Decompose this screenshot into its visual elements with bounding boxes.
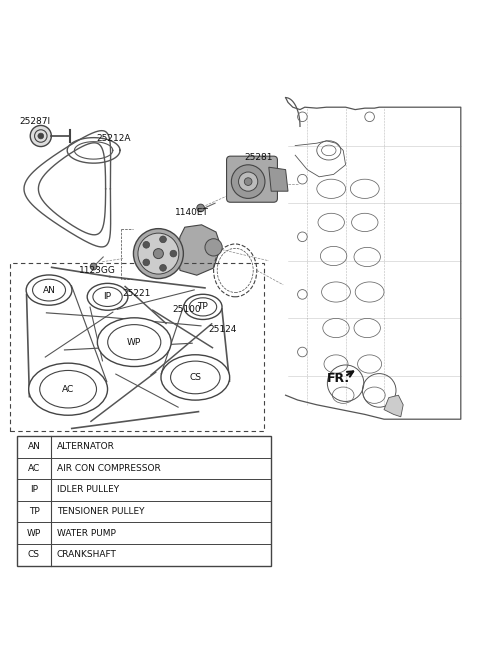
- Text: AIR CON COMPRESSOR: AIR CON COMPRESSOR: [57, 464, 161, 473]
- Polygon shape: [384, 395, 403, 417]
- Text: 1140ET: 1140ET: [175, 209, 209, 217]
- Circle shape: [30, 125, 51, 146]
- FancyBboxPatch shape: [227, 156, 277, 202]
- Text: 25212A: 25212A: [96, 134, 131, 143]
- Circle shape: [35, 130, 47, 142]
- Circle shape: [38, 133, 44, 139]
- Text: CS: CS: [28, 550, 40, 560]
- Circle shape: [231, 165, 265, 198]
- Text: 1123GG: 1123GG: [79, 266, 116, 275]
- Text: AN: AN: [27, 442, 40, 451]
- Circle shape: [197, 204, 204, 212]
- Text: CS: CS: [189, 373, 201, 382]
- Text: 25281: 25281: [245, 153, 273, 162]
- Text: TENSIONER PULLEY: TENSIONER PULLEY: [57, 507, 144, 516]
- Text: 25124: 25124: [209, 325, 237, 335]
- Text: TP: TP: [198, 302, 208, 312]
- Text: 25287I: 25287I: [19, 117, 50, 126]
- Text: TP: TP: [29, 507, 39, 516]
- Circle shape: [90, 263, 97, 270]
- Circle shape: [143, 241, 150, 248]
- Text: FR.: FR.: [326, 372, 349, 385]
- Text: AC: AC: [62, 384, 74, 394]
- Circle shape: [170, 250, 177, 257]
- Circle shape: [138, 233, 179, 274]
- Circle shape: [244, 178, 252, 186]
- Ellipse shape: [87, 283, 128, 310]
- Text: WP: WP: [127, 338, 142, 346]
- Text: WATER PUMP: WATER PUMP: [57, 529, 116, 538]
- Ellipse shape: [161, 355, 229, 400]
- Ellipse shape: [26, 275, 72, 305]
- Text: IDLER PULLEY: IDLER PULLEY: [57, 485, 119, 495]
- Bar: [10, 263, 264, 431]
- Text: ALTERNATOR: ALTERNATOR: [57, 442, 115, 451]
- Ellipse shape: [184, 295, 222, 319]
- Ellipse shape: [97, 318, 171, 367]
- Text: AN: AN: [43, 285, 56, 295]
- Text: 25221: 25221: [122, 289, 151, 298]
- Circle shape: [160, 264, 167, 271]
- Text: WP: WP: [27, 529, 41, 538]
- Bar: [17, 436, 271, 565]
- Text: 25100: 25100: [173, 305, 202, 314]
- Circle shape: [205, 239, 222, 256]
- Ellipse shape: [29, 363, 108, 415]
- Text: IP: IP: [30, 485, 38, 495]
- Circle shape: [160, 236, 167, 243]
- Text: IP: IP: [104, 293, 111, 301]
- Circle shape: [143, 259, 150, 266]
- Circle shape: [239, 172, 258, 191]
- Polygon shape: [269, 167, 288, 191]
- Text: AC: AC: [28, 464, 40, 473]
- Polygon shape: [178, 225, 221, 276]
- Text: CRANKSHAFT: CRANKSHAFT: [57, 550, 117, 560]
- Circle shape: [154, 249, 163, 258]
- Circle shape: [133, 229, 183, 279]
